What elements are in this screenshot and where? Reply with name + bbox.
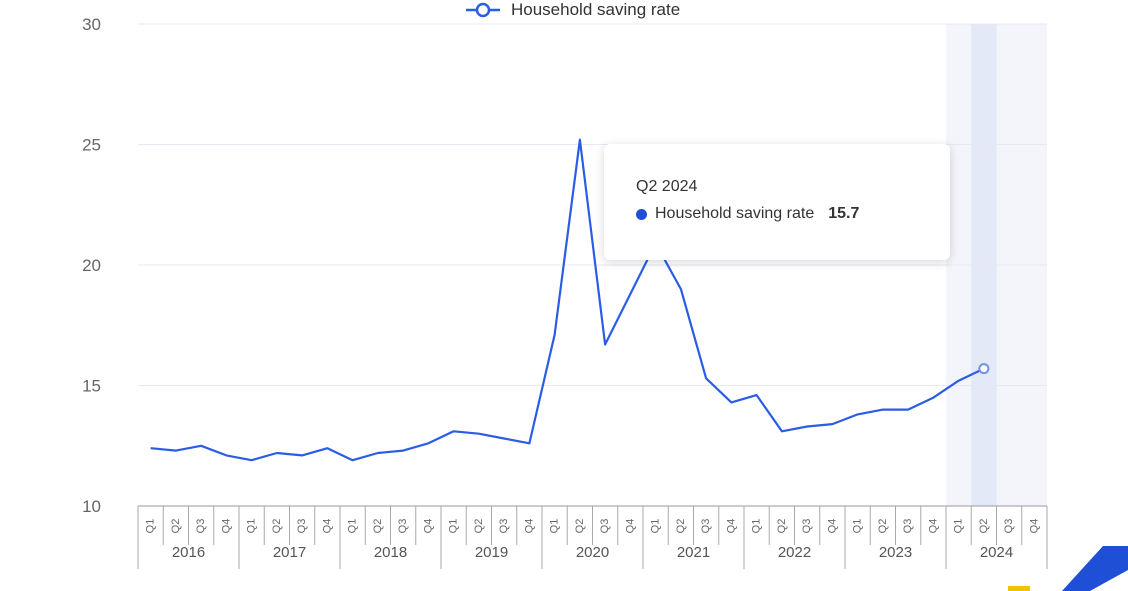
x-tick-label-quarter: Q2 — [978, 519, 990, 534]
x-tick-label-year: 2024 — [980, 544, 1013, 561]
legend[interactable]: Household saving rate — [466, 0, 680, 19]
x-tick-label-quarter: Q1 — [347, 519, 359, 534]
x-tick-label-quarter: Q3 — [801, 519, 813, 534]
x-tick-label-quarter: Q1 — [246, 519, 258, 534]
x-tick-label-year: 2023 — [879, 544, 912, 561]
legend-marker-icon — [475, 2, 491, 18]
x-tick-label-quarter: Q3 — [700, 519, 712, 534]
tooltip-series-name: Household saving rate — [655, 205, 815, 222]
x-tick-label-quarter: Q1 — [448, 519, 460, 534]
y-tick-label: 25 — [82, 136, 101, 155]
x-tick-label-quarter: Q4 — [927, 519, 939, 534]
x-tick-label-quarter: Q4 — [422, 519, 434, 534]
x-tick-label-year: 2021 — [677, 544, 710, 561]
x-tick-label-quarter: Q2 — [776, 519, 788, 534]
x-axis: Q1 Q2 Q3 Q4 Q1 Q2 Q3 Q4 Q1 Q2 Q3 Q4 Q1 Q2 Q3 Q4 Q1 Q2 Q3 Q4… — [137, 505, 1048, 569]
y-tick-label: 30 — [82, 15, 101, 34]
y-tick-label: 10 — [82, 497, 101, 516]
x-tick-label-quarter: Q4 — [1028, 519, 1040, 534]
x-tick-label-quarter: Q2 — [473, 519, 485, 534]
tooltip-series-dot-icon — [636, 208, 647, 220]
x-tick-label-year: 2019 — [475, 544, 508, 561]
x-tick-label-year: 2017 — [273, 544, 306, 561]
x-tick-label-quarter: Q4 — [220, 519, 232, 534]
x-tick-label-quarter: Q1 — [751, 519, 763, 534]
x-tick-label-quarter: Q4 — [321, 519, 333, 534]
x-tick-label-quarter: Q1 — [145, 519, 157, 534]
y-axis: 10 15 20 25 30 — [82, 15, 101, 516]
legend-label: Household saving rate — [511, 0, 680, 19]
x-tick-label-quarter: Q4 — [523, 519, 535, 534]
x-tick-label-quarter: Q2 — [170, 519, 182, 534]
x-tick-label-year: 2016 — [172, 544, 205, 561]
x-tick-label-quarter: Q2 — [574, 519, 586, 534]
tooltip-title: Q2 2024 — [636, 178, 698, 195]
x-tick-label-quarter: Q3 — [296, 519, 308, 534]
x-tick-label-quarter: Q1 — [852, 519, 864, 534]
x-tick-label-quarter: Q4 — [826, 519, 838, 534]
logo-block-icon — [1008, 586, 1030, 591]
x-tick-label-quarter: Q3 — [397, 519, 409, 534]
x-tick-label-quarter: Q2 — [877, 519, 889, 534]
highlighted-point-marker — [978, 363, 990, 375]
tooltip-row: Household saving rate 15.7 — [636, 205, 950, 223]
y-tick-label: 20 — [82, 256, 101, 275]
tooltip-value: 15.7 — [828, 205, 860, 222]
x-tick-label-year: 2022 — [778, 544, 811, 561]
x-tick-label-quarter: Q3 — [195, 519, 207, 534]
tooltip: Q2 2024 Household saving rate 15.7 — [604, 144, 950, 260]
x-tick-label-quarter: Q2 — [372, 519, 384, 534]
x-tick-label-year: 2020 — [576, 544, 609, 561]
x-tick-label-quarter: Q2 — [675, 519, 687, 534]
x-tick-label-quarter: Q3 — [1003, 519, 1015, 534]
x-tick-label-quarter: Q4 — [725, 519, 737, 534]
logo-slash-icon — [1062, 546, 1128, 591]
x-tick-label-quarter: Q4 — [624, 519, 636, 534]
x-tick-label-year: 2018 — [374, 544, 407, 561]
x-tick-label-quarter: Q2 — [271, 519, 283, 534]
y-tick-label: 15 — [82, 377, 101, 396]
x-tick-label-quarter: Q3 — [599, 519, 611, 534]
x-tick-label-quarter: Q3 — [902, 519, 914, 534]
x-tick-label-quarter: Q1 — [953, 519, 965, 534]
x-tick-label-quarter: Q3 — [498, 519, 510, 534]
x-tick-label-quarter: Q1 — [650, 519, 662, 534]
series-line — [150, 138, 985, 462]
series-layer — [150, 138, 990, 462]
x-tick-label-quarter: Q1 — [549, 519, 561, 534]
